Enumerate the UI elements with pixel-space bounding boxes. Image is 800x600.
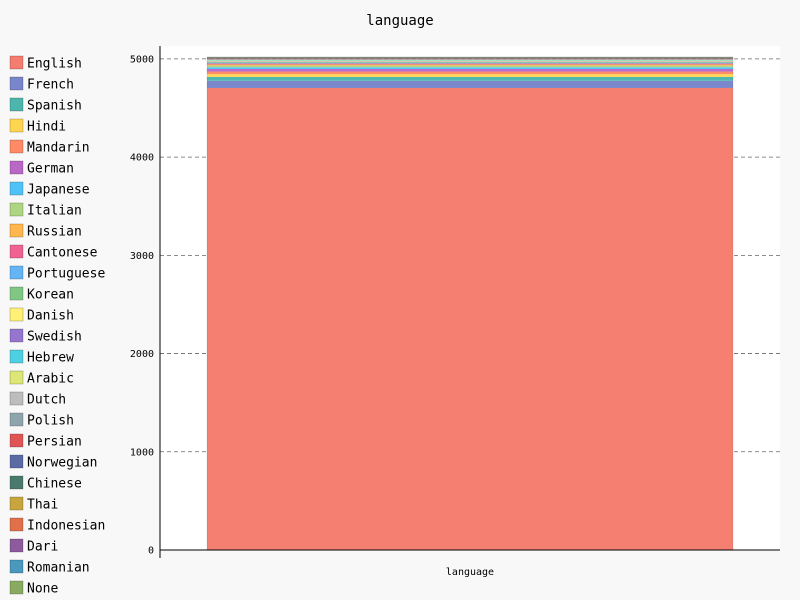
legend-swatch [9, 391, 24, 406]
legend-swatch [9, 160, 24, 175]
y-tick-label: 1000 [130, 447, 154, 458]
bar-segment-norwegian [207, 58, 733, 59]
legend-label: Italian [27, 204, 82, 219]
legend-label: Russian [27, 225, 82, 240]
legend-label: Thai [27, 498, 58, 513]
legend-label: Hebrew [27, 351, 74, 366]
legend-swatch [9, 433, 24, 448]
bar-segment-italian [207, 65, 733, 68]
y-tick-label: 2000 [130, 349, 154, 360]
legend-label: Persian [27, 435, 82, 450]
bar-segment-portuguese [207, 62, 733, 64]
legend-swatch [9, 76, 24, 91]
y-tick-label: 3000 [130, 251, 154, 262]
bar-segment-chinese [207, 58, 733, 59]
legend-label: Spanish [27, 99, 82, 114]
bar-segment-arabic [207, 59, 733, 61]
bar-segment-french [207, 80, 733, 88]
legend-label: Swedish [27, 330, 82, 345]
legend-swatch [9, 454, 24, 469]
y-tick-label: 5000 [130, 54, 154, 65]
legend-swatch [9, 286, 24, 301]
legend-label: Dutch [27, 393, 66, 408]
bars [206, 56, 734, 551]
bar-segment-russian [207, 64, 733, 66]
legend-swatch [9, 349, 24, 364]
legend-label: German [27, 162, 74, 177]
legend-label: Chinese [27, 477, 82, 492]
legend-swatch [9, 202, 24, 217]
legend-swatch [9, 139, 24, 154]
bar-segment-cantonese [207, 63, 733, 65]
bar-segment-hebrew [207, 60, 733, 61]
legend-label: French [27, 78, 74, 93]
legend-swatch [9, 97, 24, 112]
legend-label: Indonesian [27, 519, 105, 534]
bar-segment-spanish [207, 76, 733, 81]
legend-label: English [27, 57, 82, 72]
legend-label: Cantonese [27, 246, 98, 261]
legend-swatch [9, 328, 24, 343]
x-ticks: language [446, 567, 494, 578]
legend-label: Danish [27, 309, 74, 324]
bar-segment-swedish [207, 60, 733, 62]
legend-swatch [9, 517, 24, 532]
legend-label: Romanian [27, 561, 90, 576]
bar-segment-polish [207, 59, 733, 60]
legend-swatch [9, 55, 24, 70]
bar-segment-english [207, 87, 733, 551]
legend: English French Spanish Hindi Mandarin German J… [9, 55, 105, 597]
chart-title: language [366, 13, 433, 29]
y-tick-label: 0 [148, 546, 154, 557]
x-tick-label: language [446, 567, 494, 578]
bar-segment-dutch [207, 59, 733, 60]
bar-segment-german [207, 69, 733, 72]
bar-segment-japanese [207, 67, 733, 70]
legend-label: Portuguese [27, 267, 105, 282]
legend-swatch [9, 475, 24, 490]
bar-segment-persian [207, 58, 733, 60]
legend-swatch [9, 559, 24, 574]
bar-segment-korean [207, 61, 733, 63]
legend-swatch [9, 538, 24, 553]
axes [159, 46, 780, 558]
bar-segment-hindi [207, 74, 733, 77]
legend-label: Dari [27, 540, 58, 555]
legend-swatch [9, 370, 24, 385]
legend-swatch [9, 223, 24, 238]
legend-label: Hindi [27, 120, 66, 135]
legend-swatch [9, 496, 24, 511]
bar-segment-mandarin [207, 71, 733, 75]
legend-label: Norwegian [27, 456, 97, 471]
legend-swatch [9, 118, 24, 133]
legend-swatch [9, 580, 24, 595]
legend-label: None [27, 582, 58, 597]
legend-label: Japanese [27, 183, 90, 198]
legend-label: Mandarin [27, 141, 90, 156]
legend-label: Polish [27, 414, 74, 429]
legend-swatch [9, 307, 24, 322]
legend-label: Korean [27, 288, 74, 303]
legend-swatch [9, 244, 24, 259]
legend-swatch [9, 412, 24, 427]
y-tick-label: 4000 [130, 153, 154, 164]
legend-label: Arabic [27, 372, 74, 387]
legend-swatch [9, 265, 24, 280]
y-ticks: 0 1000 2000 3000 4000 5000 [130, 54, 154, 556]
legend-swatch [9, 181, 24, 196]
bar-segment-none [207, 56, 733, 58]
bar-segment-danish [207, 61, 733, 62]
